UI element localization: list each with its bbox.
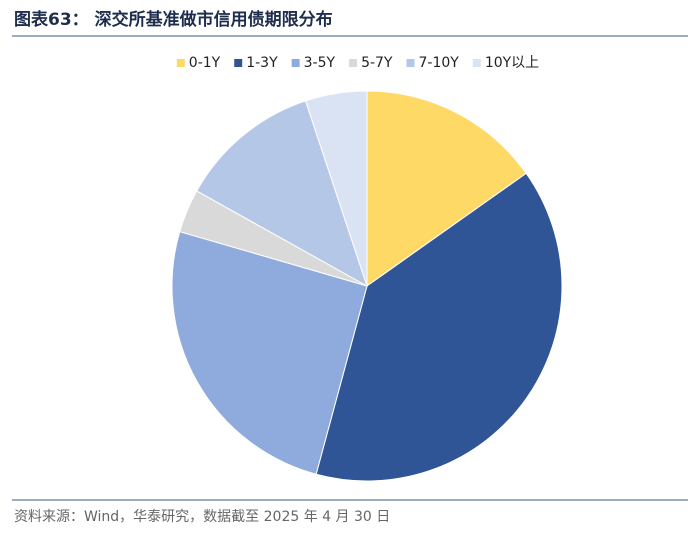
pie-slice bbox=[171, 230, 368, 475]
legend-label: 7-10Y bbox=[418, 55, 459, 71]
legend-label: 0-1Y bbox=[189, 55, 221, 71]
pie-slice bbox=[304, 90, 368, 287]
legend-label: 3-5Y bbox=[304, 55, 336, 71]
legend-swatch bbox=[176, 59, 185, 67]
source-note: 资料来源：Wind，华泰研究，数据截至 2025 年 4 月 30 日 bbox=[14, 509, 390, 525]
legend-swatch bbox=[349, 59, 358, 67]
legend-label: 10Y以上 bbox=[485, 55, 539, 71]
pie-slice bbox=[315, 172, 563, 482]
legend-label: 1-3Y bbox=[246, 55, 278, 71]
legend-swatch bbox=[291, 59, 300, 67]
legend-swatch bbox=[406, 59, 415, 67]
chart-title: 图表63： 深交所基准做市信用债期限分布 bbox=[14, 9, 333, 30]
pie-slice bbox=[196, 100, 368, 288]
pie-slice bbox=[366, 90, 527, 287]
legend-swatch bbox=[234, 59, 243, 67]
legend-label: 5-7Y bbox=[361, 55, 393, 71]
legend-swatch bbox=[472, 59, 481, 67]
legend: 0-1Y 1-3Y 3-5Y 5-7Y 7-10Y 10Y以上 bbox=[176, 55, 539, 71]
